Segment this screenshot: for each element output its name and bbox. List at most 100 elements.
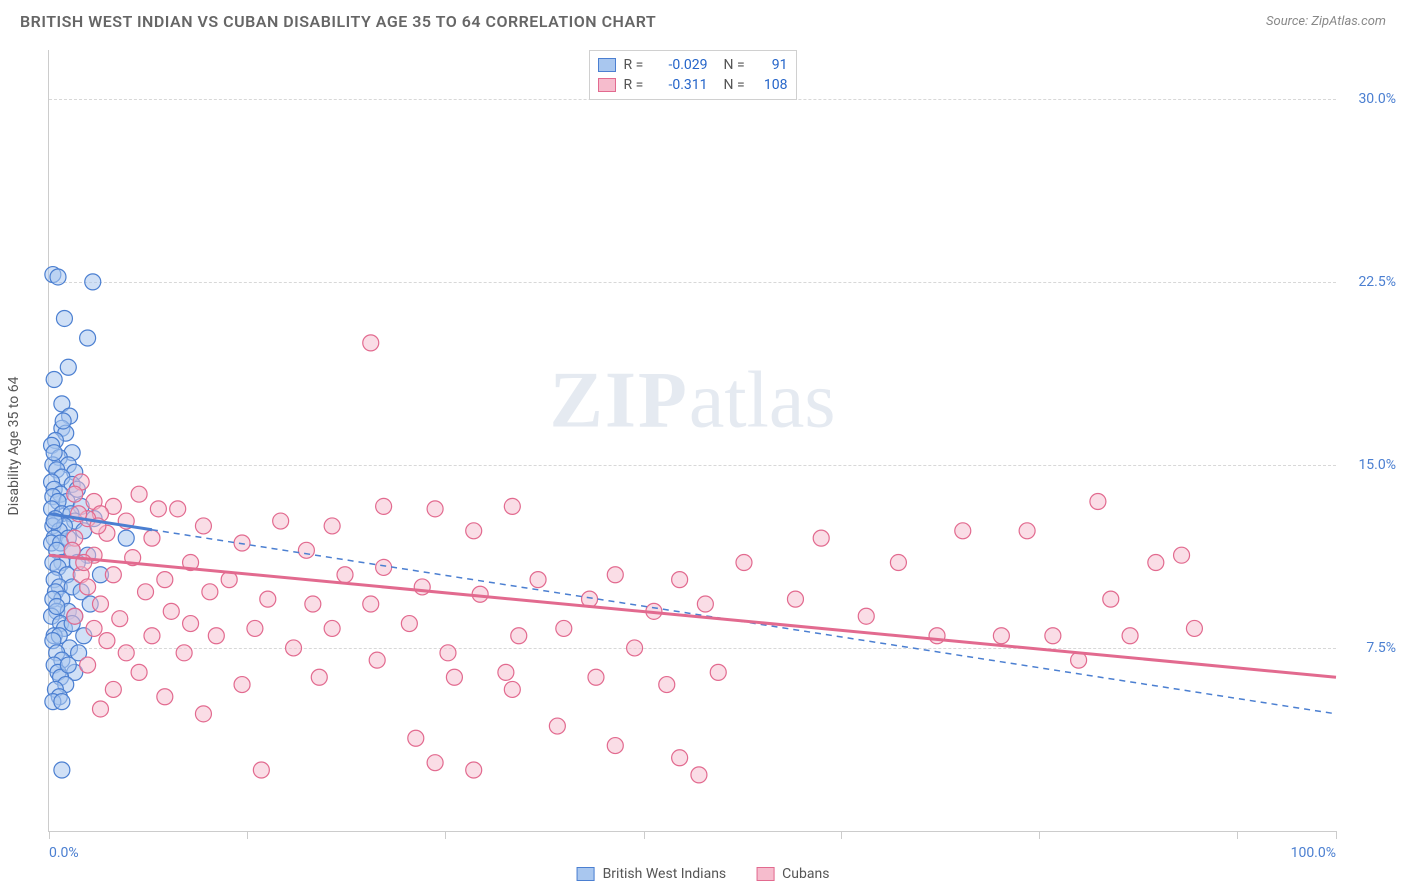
data-point xyxy=(1148,555,1164,571)
data-point xyxy=(112,611,128,627)
data-point xyxy=(183,616,199,632)
x-tick xyxy=(247,831,248,839)
data-point xyxy=(202,584,218,600)
data-point xyxy=(286,640,302,656)
data-point xyxy=(176,645,192,661)
data-point xyxy=(56,310,72,326)
data-point xyxy=(691,767,707,783)
data-point xyxy=(46,445,62,461)
data-point xyxy=(890,555,906,571)
data-point xyxy=(659,677,675,693)
legend: British West Indians Cubans xyxy=(577,866,830,882)
data-point xyxy=(170,501,186,517)
legend-label: Cubans xyxy=(782,866,829,882)
chart-title: BRITISH WEST INDIAN VS CUBAN DISABILITY … xyxy=(20,12,656,31)
source-attribution: Source: ZipAtlas.com xyxy=(1266,14,1386,29)
data-point xyxy=(305,596,321,612)
data-point xyxy=(363,335,379,351)
chart-plot-area: ZIPatlas 7.5%15.0%22.5%30.0% R =-0.029N … xyxy=(48,50,1336,832)
x-tick-label: 100.0% xyxy=(1291,845,1336,861)
data-point xyxy=(298,542,314,558)
data-point xyxy=(80,579,96,595)
data-point xyxy=(1103,591,1119,607)
data-point xyxy=(247,620,263,636)
y-tick-label: 7.5% xyxy=(1341,640,1396,656)
data-point xyxy=(1174,547,1190,563)
data-point xyxy=(150,501,166,517)
data-point xyxy=(60,359,76,375)
data-point xyxy=(627,640,643,656)
data-point xyxy=(588,669,604,685)
x-tick-label: 0.0% xyxy=(49,845,79,861)
data-point xyxy=(138,584,154,600)
data-point xyxy=(46,371,62,387)
data-point xyxy=(80,330,96,346)
data-point xyxy=(427,755,443,771)
data-point xyxy=(858,608,874,624)
data-point xyxy=(376,559,392,575)
data-point xyxy=(504,681,520,697)
legend-swatch xyxy=(756,867,774,881)
data-point xyxy=(556,620,572,636)
data-point xyxy=(363,596,379,612)
data-point xyxy=(92,596,108,612)
y-axis-label: Disability Age 35 to 64 xyxy=(6,377,22,516)
data-point xyxy=(710,664,726,680)
data-point xyxy=(273,513,289,529)
data-point xyxy=(672,750,688,766)
data-point xyxy=(67,486,83,502)
data-point xyxy=(54,762,70,778)
data-point xyxy=(736,555,752,571)
data-point xyxy=(144,628,160,644)
data-point xyxy=(311,669,327,685)
data-point xyxy=(86,620,102,636)
y-tick-label: 22.5% xyxy=(1341,274,1396,290)
data-point xyxy=(118,530,134,546)
data-point xyxy=(1122,628,1138,644)
data-point xyxy=(195,706,211,722)
data-point xyxy=(131,664,147,680)
data-point xyxy=(498,664,514,680)
data-point xyxy=(466,762,482,778)
data-point xyxy=(369,652,385,668)
data-point xyxy=(466,523,482,539)
data-point xyxy=(131,486,147,502)
legend-item: Cubans xyxy=(756,866,829,882)
data-point xyxy=(80,657,96,673)
data-point xyxy=(85,274,101,290)
data-point xyxy=(253,762,269,778)
data-point xyxy=(1019,523,1035,539)
x-tick xyxy=(644,831,645,839)
data-point xyxy=(376,498,392,514)
data-point xyxy=(697,596,713,612)
data-point xyxy=(208,628,224,644)
data-point xyxy=(1045,628,1061,644)
data-point xyxy=(105,681,121,697)
data-point xyxy=(54,694,70,710)
data-point xyxy=(530,572,546,588)
data-point xyxy=(50,269,66,285)
data-point xyxy=(157,689,173,705)
data-point xyxy=(607,738,623,754)
data-point xyxy=(401,616,417,632)
data-point xyxy=(440,645,456,661)
data-point xyxy=(504,498,520,514)
data-point xyxy=(1186,620,1202,636)
data-point xyxy=(813,530,829,546)
data-point xyxy=(260,591,276,607)
data-point xyxy=(955,523,971,539)
data-point xyxy=(67,608,83,624)
data-point xyxy=(157,572,173,588)
x-tick xyxy=(445,831,446,839)
data-point xyxy=(105,567,121,583)
x-tick xyxy=(1237,831,1238,839)
data-point xyxy=(993,628,1009,644)
data-point xyxy=(324,518,340,534)
x-tick xyxy=(1336,831,1337,839)
data-point xyxy=(55,413,71,429)
legend-label: British West Indians xyxy=(603,866,727,882)
legend-item: British West Indians xyxy=(577,866,727,882)
data-point xyxy=(234,677,250,693)
data-point xyxy=(92,701,108,717)
y-tick-label: 15.0% xyxy=(1341,457,1396,473)
